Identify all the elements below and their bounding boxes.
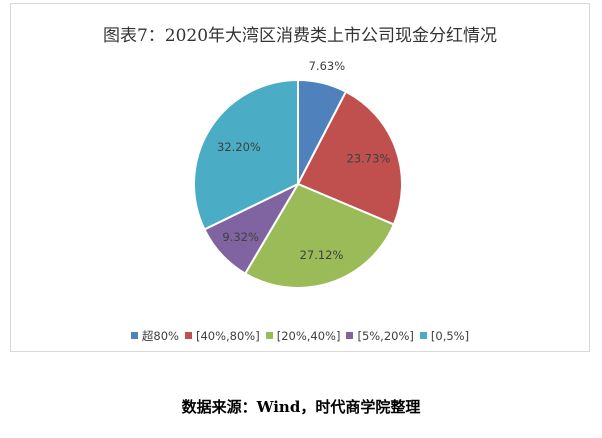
pie-slice [296, 90, 403, 226]
legend-swatch [184, 332, 192, 339]
legend-label: [40%,80%] [195, 329, 260, 343]
legend-swatch [265, 332, 273, 339]
legend-item: [0,5%] [419, 329, 470, 343]
legend-swatch [419, 332, 427, 339]
legend-item: [40%,80%] [184, 329, 260, 343]
legend-label: [5%,20%] [357, 329, 414, 343]
pie-chart: 7.63% 23.73% 27.12% 9.32% 32.20% [193, 59, 403, 289]
pie-slice [243, 182, 396, 289]
chart-legend: 超80% [40%,80%] [20%,40%] [5%,20%] [0,5%] [11, 328, 589, 344]
legend-swatch [346, 332, 354, 339]
legend-label: [20%,40%] [276, 329, 341, 343]
data-label: 32.20% [217, 140, 261, 154]
legend-swatch [130, 332, 138, 339]
source-note: 数据来源：Wind，时代商学院整理 [181, 398, 421, 416]
legend-label: 超80% [141, 329, 179, 343]
legend-item: [5%,20%] [346, 329, 414, 343]
data-label: 7.63% [309, 59, 346, 73]
chart-container: 图表7：2020年大湾区消费类上市公司现金分红情况 7.63% 23.73% 27.… [10, 3, 590, 352]
data-label: 27.12% [300, 248, 344, 262]
legend-label: [0,5%] [430, 329, 470, 343]
legend-item: 超80% [130, 328, 179, 344]
data-label: 23.73% [347, 152, 391, 166]
data-label: 9.32% [222, 230, 259, 244]
pie-slice [193, 78, 299, 231]
legend-item: [20%,40%] [265, 329, 341, 343]
chart-title: 图表7：2020年大湾区消费类上市公司现金分红情况 [102, 26, 498, 46]
